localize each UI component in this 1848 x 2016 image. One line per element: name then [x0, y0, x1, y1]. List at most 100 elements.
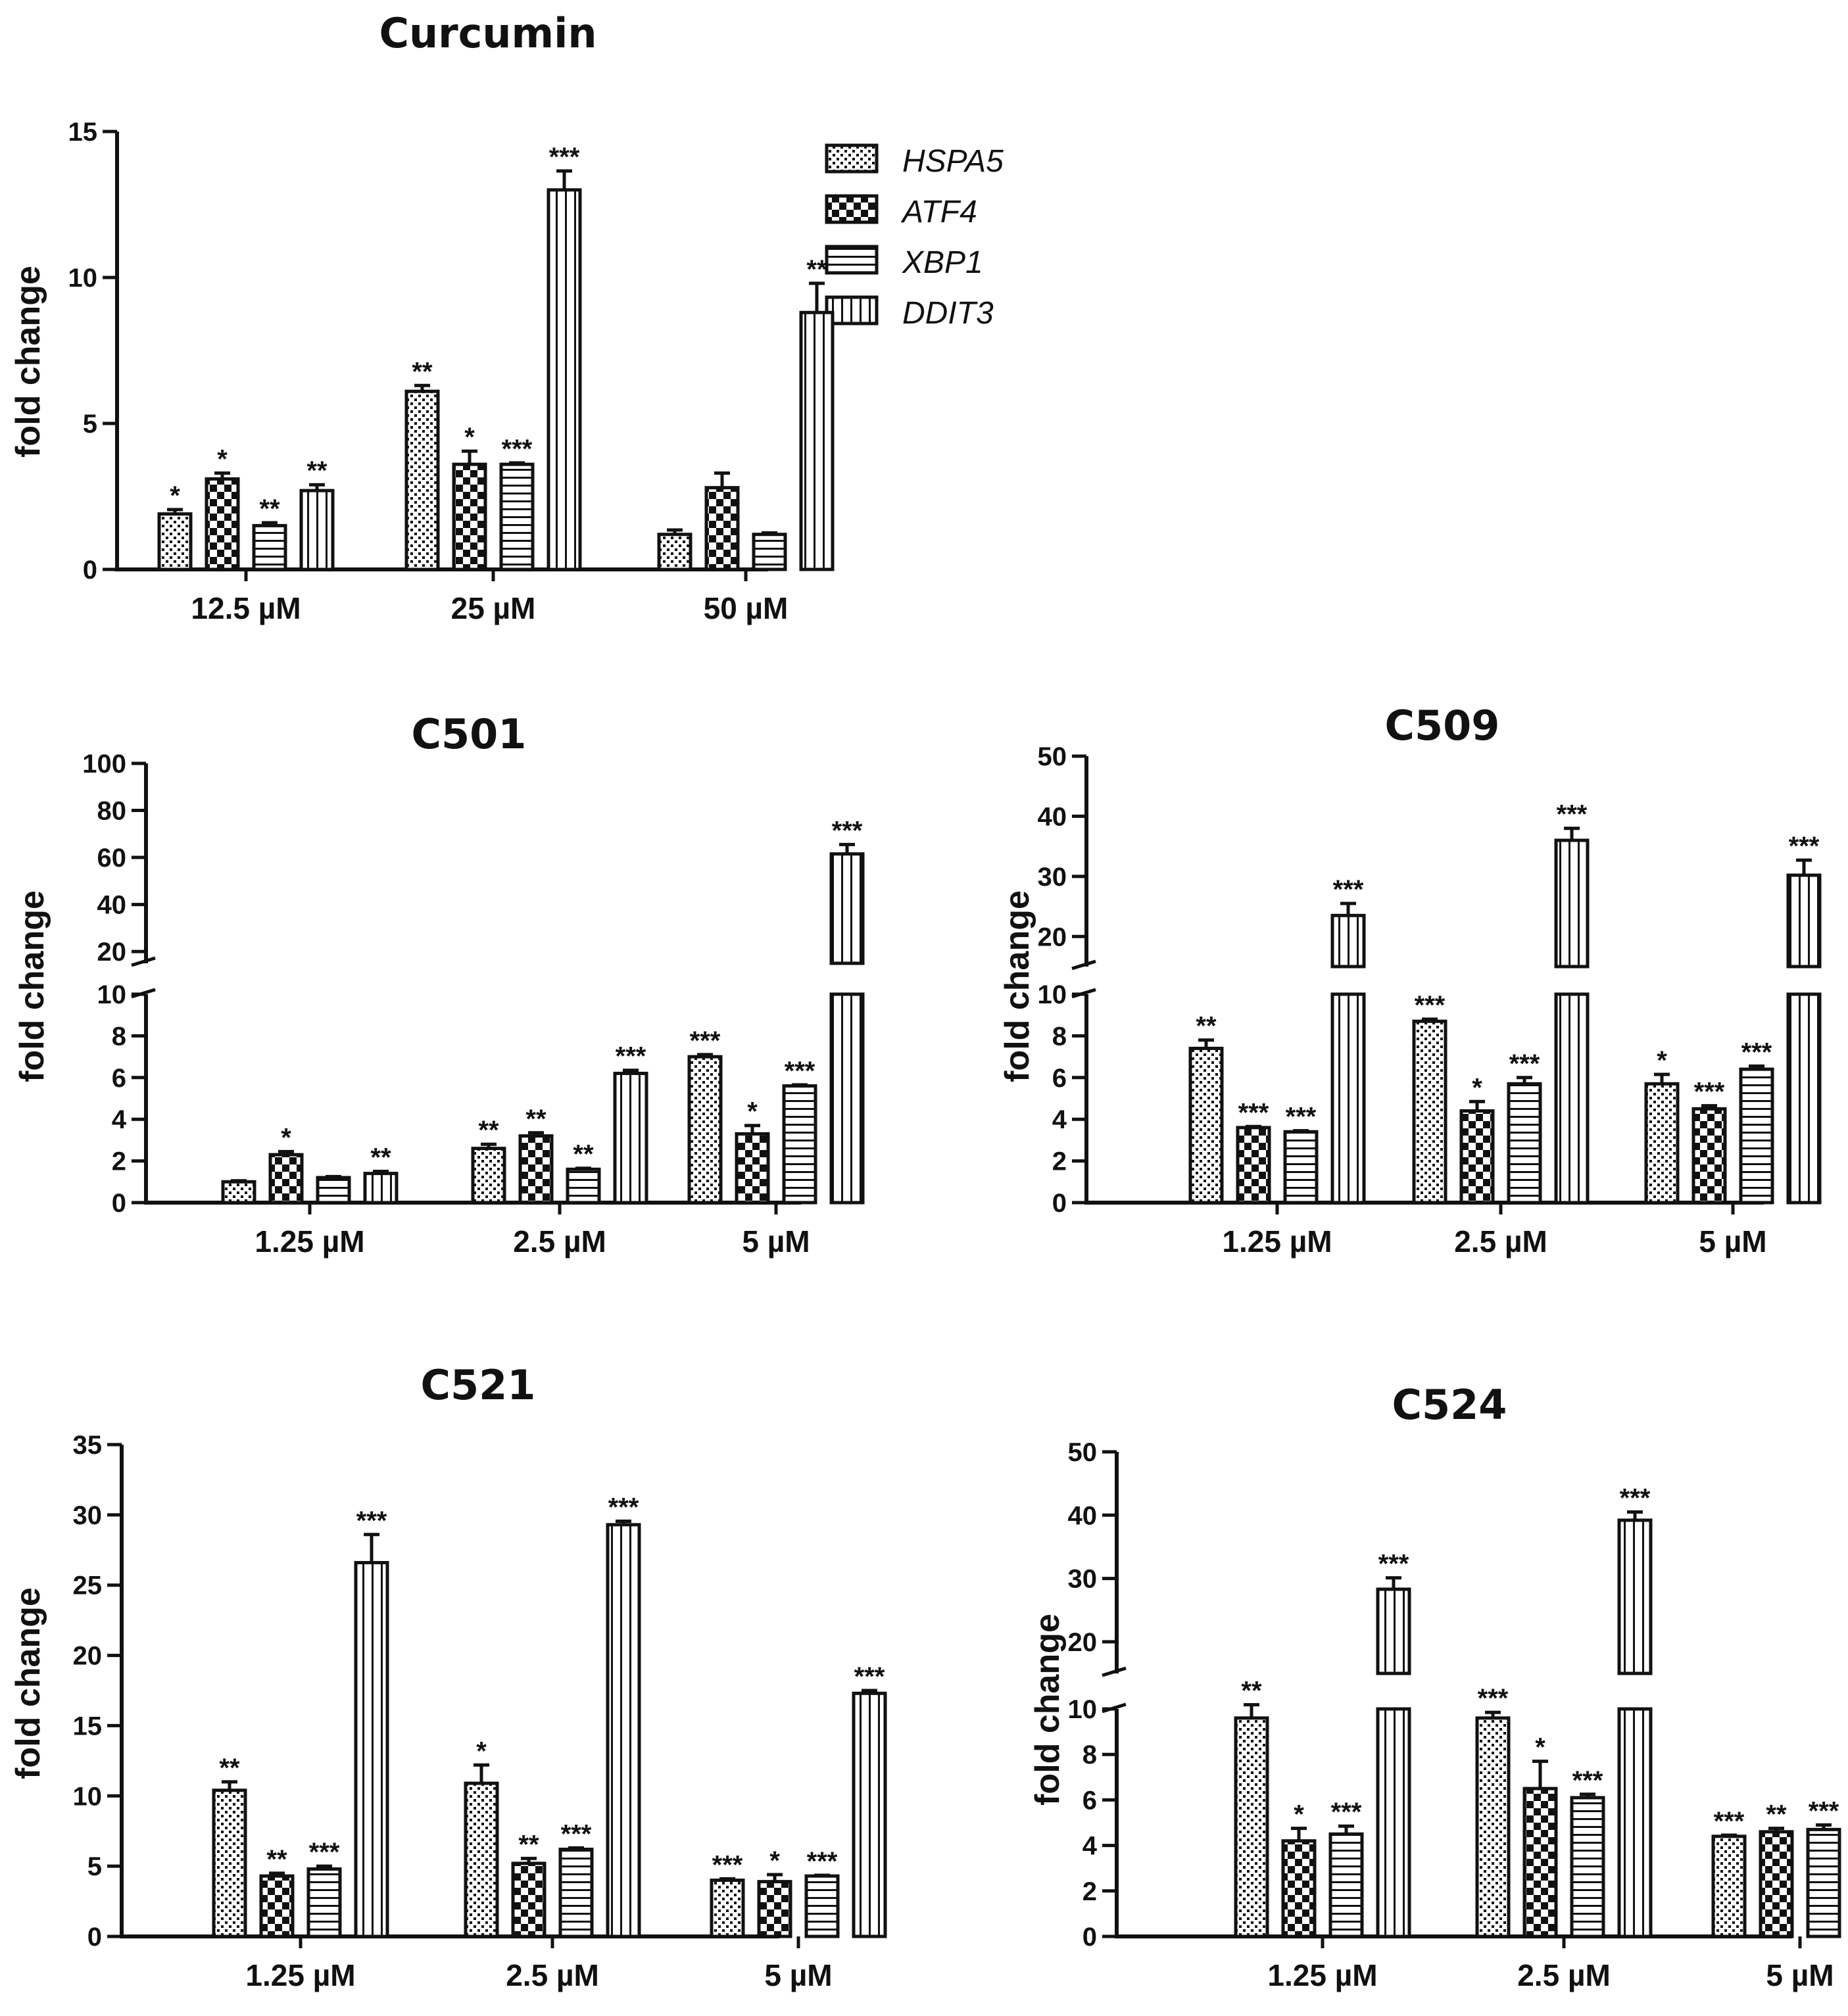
- x-tick-label-c3: 5 µM: [764, 1958, 832, 1992]
- significance-mark-ddit3-c0: ***: [549, 143, 580, 172]
- significance-mark-ddit3-c0: **: [306, 456, 328, 485]
- significance-mark-ddit3-c2: ***: [1557, 800, 1588, 829]
- y-tick-label-c4: 2: [1082, 1877, 1097, 1906]
- y-tick-label-c2: 40: [1038, 802, 1067, 831]
- significance-mark-hspa5-c2: *: [1657, 1046, 1667, 1075]
- panel-title-curcumin: Curcumin: [379, 9, 596, 57]
- y-tick-label-c1: 20: [97, 938, 127, 967]
- bar-ddit3-c3: [852, 1691, 887, 1938]
- bar-hspa5-c2: [1412, 1019, 1447, 1205]
- legend-swatch-ddit3: [825, 295, 879, 325]
- legend-label-hspa5: HSPA5: [902, 144, 1004, 179]
- significance-mark-xbp1-c2: ***: [1286, 1103, 1317, 1132]
- significance-mark-hspa5-c3: *: [476, 1737, 487, 1765]
- y-tick-label-c3: 15: [73, 1712, 103, 1740]
- x-tick-label-c2: 2.5 µM: [1454, 1224, 1547, 1259]
- bar-xbp1-c1: [566, 1167, 601, 1205]
- y-tick-label-c4: 30: [1068, 1565, 1098, 1594]
- bar-hspa5-c4: [1475, 1716, 1511, 1938]
- y-tick-label-c2: 50: [1038, 742, 1067, 771]
- y-tick-label-c3: 10: [73, 1782, 103, 1811]
- significance-mark-hspa5-c1: ***: [690, 1026, 721, 1055]
- significance-mark-xbp1-c3: ***: [807, 1847, 838, 1876]
- y-tick-label-c3: 0: [87, 1923, 102, 1952]
- y-tick-label-c3: 25: [73, 1572, 103, 1600]
- significance-mark-ddit3-c1: ***: [832, 816, 863, 845]
- bar-xbp1-c4: [1806, 1827, 1841, 1938]
- y-tick-label-c4: 0: [1082, 1923, 1097, 1952]
- bar-ddit3-upper-c1: [829, 852, 865, 965]
- bar-xbp1-c2: [1507, 1082, 1542, 1205]
- significance-mark-xbp1-c0: ***: [502, 435, 533, 464]
- bar-xbp1-c0: [752, 533, 787, 571]
- x-tick-label-c3: 1.25 µM: [245, 1958, 355, 1992]
- y-tick-label-c2: 0: [1052, 1189, 1067, 1218]
- bar-ddit3-lower-c2: [1554, 992, 1590, 1205]
- y-tick-label-c4: 20: [1068, 1628, 1098, 1657]
- significance-mark-hspa5-c2: **: [1196, 1012, 1217, 1041]
- significance-mark-atf4-c4: *: [1294, 1800, 1304, 1829]
- significance-mark-ddit3-c1: **: [370, 1143, 391, 1172]
- significance-mark-atf4-c4: *: [1535, 1733, 1545, 1762]
- x-tick-label-c1: 1.25 µM: [255, 1224, 364, 1259]
- y-tick-label-c2: 8: [1052, 1022, 1067, 1051]
- significance-mark-atf4-c3: **: [266, 1845, 287, 1874]
- y-tick-label-c1: 80: [97, 797, 127, 826]
- y-tick-label-c2: 4: [1052, 1105, 1067, 1134]
- bar-ddit3-c3: [354, 1561, 389, 1938]
- bar-atf4-c4: [1281, 1839, 1317, 1938]
- bar-hspa5-c3: [212, 1788, 247, 1938]
- x-tick-label-c4: 2.5 µM: [1517, 1958, 1611, 1992]
- y-tick-label-c1: 8: [112, 1022, 126, 1051]
- x-tick-label-c0: 12.5 µM: [191, 591, 301, 625]
- x-tick-label-c0: 25 µM: [451, 591, 536, 625]
- y-tick-label-c4: 8: [1082, 1740, 1097, 1769]
- significance-mark-atf4-c0: *: [217, 444, 228, 473]
- x-tick-label-c2: 5 µM: [1699, 1224, 1766, 1259]
- bar-ddit3-upper-c4: [1376, 1587, 1411, 1675]
- bar-ddit3-upper-c2: [1786, 873, 1822, 969]
- panel-title-c501: C501: [412, 710, 527, 758]
- legend-label-xbp1: XBP1: [902, 245, 983, 280]
- y-tick-label-c4: 10: [1068, 1695, 1098, 1724]
- bar-atf4-c2: [1459, 1109, 1495, 1205]
- y-axis-label-curcumin: fold change: [9, 266, 47, 458]
- significance-mark-atf4-c2: ***: [1238, 1098, 1269, 1127]
- bar-ddit3-c1: [613, 1071, 648, 1205]
- significance-mark-hspa5-c1: **: [478, 1116, 499, 1145]
- panel-title-c524: C524: [1392, 1381, 1507, 1429]
- y-tick-label-c0: 0: [83, 556, 97, 585]
- significance-mark-ddit3-c4: ***: [1378, 1550, 1409, 1579]
- y-tick-label-c4: 50: [1068, 1438, 1098, 1467]
- bar-ddit3-upper-c2: [1330, 913, 1366, 969]
- legend-label-atf4: ATF4: [900, 195, 977, 229]
- y-tick-label-c2: 6: [1052, 1064, 1067, 1093]
- panel-title-c509: C509: [1385, 702, 1500, 750]
- y-axis-label-c509: fold change: [998, 890, 1036, 1082]
- significance-mark-atf4-c1: **: [525, 1105, 547, 1134]
- bar-hspa5-c0: [157, 512, 193, 571]
- x-tick-label-c1: 2.5 µM: [513, 1224, 606, 1259]
- significance-mark-ddit3-c3: ***: [854, 1662, 885, 1691]
- bar-atf4-c4: [1759, 1830, 1794, 1938]
- bar-hspa5-c1: [221, 1180, 256, 1205]
- bar-hspa5-c0: [657, 533, 693, 571]
- legend-swatch-xbp1: [825, 245, 879, 275]
- significance-mark-ddit3-c0: **: [806, 255, 827, 284]
- y-tick-label-c1: 100: [82, 750, 126, 779]
- bar-atf4-c0: [205, 477, 240, 571]
- y-axis-label-c501: fold change: [13, 890, 51, 1082]
- y-tick-label-c4: 40: [1068, 1501, 1098, 1530]
- legend-swatch-atf4: [825, 194, 879, 224]
- significance-mark-atf4-c1: *: [747, 1097, 758, 1126]
- bar-ddit3-c3: [606, 1523, 641, 1938]
- y-tick-label-c4: 4: [1082, 1832, 1098, 1861]
- y-tick-label-c1: 40: [97, 891, 127, 920]
- bar-atf4-c3: [757, 1880, 792, 1938]
- axis-break-mark-upper-c2: [1071, 959, 1096, 971]
- x-tick-label-c4: 1.25 µM: [1267, 1958, 1377, 1992]
- significance-mark-atf4-c2: ***: [1694, 1078, 1725, 1107]
- bar-atf4-c3: [511, 1861, 547, 1938]
